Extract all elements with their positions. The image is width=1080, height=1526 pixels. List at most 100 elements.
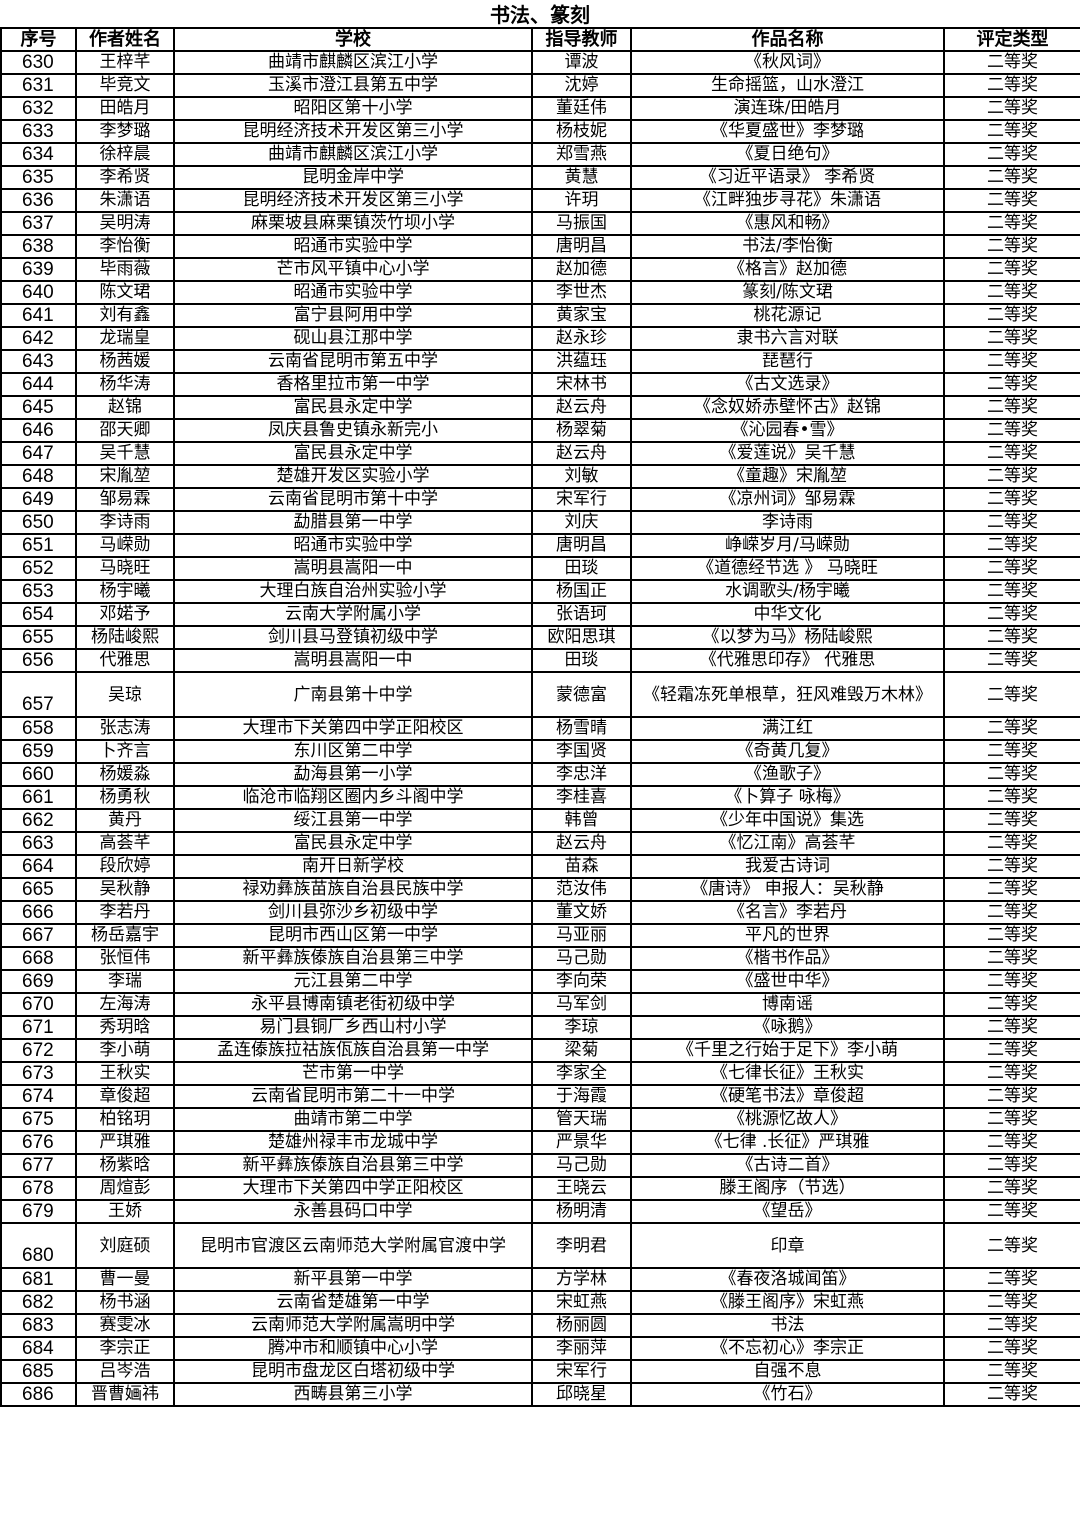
cell-school: 云南省昆明市第十中学 <box>173 487 533 512</box>
cell-award: 二等奖 <box>943 234 1080 259</box>
cell-work: 《望岳》 <box>630 1199 945 1224</box>
cell-author: 马晓旺 <box>75 556 175 581</box>
cell-author: 晋曹婳祎 <box>75 1382 175 1407</box>
cell-work: 隶书六言对联 <box>630 326 945 351</box>
table-row: 664 段欣婷 南开日新学校 苗森 我爱古诗词 二等奖 <box>0 854 1080 879</box>
cell-school: 元江县第二中学 <box>173 969 533 994</box>
table-row: 677 杨紫晗 新平彝族傣族自治县第三中学 马己勋 《古诗二首》 二等奖 <box>0 1153 1080 1178</box>
cell-teacher: 李国贤 <box>531 739 632 764</box>
table-row: 655 杨陆峻熙 剑川县马登镇初级中学 欧阳思琪 《以梦为马》杨陆峻熙 二等奖 <box>0 625 1080 650</box>
table-row: 680 刘庭硕 昆明市官渡区云南师范大学附属官渡中学 李明君 印章 二等奖 <box>0 1222 1080 1269</box>
cell-school: 广南县第十中学 <box>173 671 533 718</box>
cell-index: 665 <box>0 877 77 902</box>
cell-work: 《盛世中华》 <box>630 969 945 994</box>
cell-school: 勐海县第一小学 <box>173 762 533 787</box>
cell-author: 严琪雅 <box>75 1130 175 1155</box>
header-award: 评定类型 <box>943 27 1080 52</box>
cell-author: 吴明涛 <box>75 211 175 236</box>
cell-index: 686 <box>0 1382 77 1407</box>
cell-school: 嵩明县嵩阳一中 <box>173 648 533 673</box>
cell-school: 新平彝族傣族自治县第三中学 <box>173 946 533 971</box>
cell-author: 杨媛淼 <box>75 762 175 787</box>
cell-author: 王娇 <box>75 1199 175 1224</box>
cell-author: 邓婼予 <box>75 602 175 627</box>
cell-teacher: 李向荣 <box>531 969 632 994</box>
cell-work: 《秋风词》 <box>630 50 945 75</box>
cell-author: 王梓芊 <box>75 50 175 75</box>
cell-teacher: 宋军行 <box>531 1359 632 1384</box>
cell-award: 二等奖 <box>943 1359 1080 1384</box>
cell-school: 昆明市盘龙区白塔初级中学 <box>173 1359 533 1384</box>
table-row: 686 晋曹婳祎 西畴县第三小学 邱晓星 《竹石》 二等奖 <box>0 1382 1080 1407</box>
table-row: 666 李若丹 剑川县弥沙乡初级中学 董文娇 《名言》李若丹 二等奖 <box>0 900 1080 925</box>
cell-school: 勐腊县第一中学 <box>173 510 533 535</box>
cell-school: 永平县博南镇老街初级中学 <box>173 992 533 1017</box>
cell-author: 田皓月 <box>75 96 175 121</box>
cell-award: 二等奖 <box>943 1222 1080 1269</box>
cell-author: 陈文珺 <box>75 280 175 305</box>
cell-teacher: 李明君 <box>531 1222 632 1269</box>
cell-school: 云南师范大学附属嵩明中学 <box>173 1313 533 1338</box>
cell-teacher: 赵云舟 <box>531 395 632 420</box>
cell-work: 桃花源记 <box>630 303 945 328</box>
cell-teacher: 刘敏 <box>531 464 632 489</box>
cell-work: 水调歌头/杨宇曦 <box>630 579 945 604</box>
cell-teacher: 于海霞 <box>531 1084 632 1109</box>
award-table: 序号 作者姓名 学校 指导教师 作品名称 评定类型 630 王梓芊 曲靖市麒麟区滨江… <box>0 27 1080 1407</box>
cell-author: 李怡衡 <box>75 234 175 259</box>
table-row: 684 李宗正 腾冲市和顺镇中心小学 李丽萍 《不忘初心》李宗正 二等奖 <box>0 1336 1080 1361</box>
cell-author: 杨陆峻熙 <box>75 625 175 650</box>
cell-author: 杨茜媛 <box>75 349 175 374</box>
table-row: 665 吴秋静 禄劝彝族苗族自治县民族中学 范汝伟 《唐诗》 申报人：吴秋静 二等奖 <box>0 877 1080 902</box>
cell-index: 650 <box>0 510 77 535</box>
cell-school: 昭通市实验中学 <box>173 234 533 259</box>
cell-award: 二等奖 <box>943 96 1080 121</box>
cell-school: 昭阳区第十小学 <box>173 96 533 121</box>
cell-school: 昆明市官渡区云南师范大学附属官渡中学 <box>173 1222 533 1269</box>
cell-school: 云南大学附属小学 <box>173 602 533 627</box>
cell-index: 674 <box>0 1084 77 1109</box>
cell-school: 富宁县阿用中学 <box>173 303 533 328</box>
cell-author: 周煊彭 <box>75 1176 175 1201</box>
cell-work: 滕王阁序（节选） <box>630 1176 945 1201</box>
cell-award: 二等奖 <box>943 1084 1080 1109</box>
cell-school: 临沧市临翔区圈内乡斗阁中学 <box>173 785 533 810</box>
cell-teacher: 刘庆 <box>531 510 632 535</box>
table-row: 674 章俊超 云南省昆明市第二十一中学 于海霞 《硬笔书法》章俊超 二等奖 <box>0 1084 1080 1109</box>
cell-index: 651 <box>0 533 77 558</box>
cell-teacher: 赵云舟 <box>531 441 632 466</box>
cell-index: 644 <box>0 372 77 397</box>
cell-work: 印章 <box>630 1222 945 1269</box>
cell-work: 《道德经节选 》 马晓旺 <box>630 556 945 581</box>
cell-school: 芒市风平镇中心小学 <box>173 257 533 282</box>
cell-award: 二等奖 <box>943 1336 1080 1361</box>
cell-work: 《不忘初心》李宗正 <box>630 1336 945 1361</box>
cell-author: 张恒伟 <box>75 946 175 971</box>
cell-award: 二等奖 <box>943 648 1080 673</box>
cell-award: 二等奖 <box>943 533 1080 558</box>
cell-award: 二等奖 <box>943 762 1080 787</box>
cell-school: 东川区第二中学 <box>173 739 533 764</box>
cell-school: 嵩明县嵩阳一中 <box>173 556 533 581</box>
table-row: 654 邓婼予 云南大学附属小学 张语珂 中华文化 二等奖 <box>0 602 1080 627</box>
cell-index: 647 <box>0 441 77 466</box>
cell-award: 二等奖 <box>943 257 1080 282</box>
cell-award: 二等奖 <box>943 946 1080 971</box>
cell-author: 吴千慧 <box>75 441 175 466</box>
cell-award: 二等奖 <box>943 1290 1080 1315</box>
cell-award: 二等奖 <box>943 785 1080 810</box>
cell-work: 《忆江南》高荟芊 <box>630 831 945 856</box>
table-row: 682 杨书涵 云南省楚雄第一中学 宋虹燕 《滕王阁序》宋虹燕 二等奖 <box>0 1290 1080 1315</box>
cell-index: 681 <box>0 1267 77 1292</box>
cell-award: 二等奖 <box>943 1313 1080 1338</box>
cell-index: 632 <box>0 96 77 121</box>
cell-teacher: 范汝伟 <box>531 877 632 902</box>
cell-work: 李诗雨 <box>630 510 945 535</box>
cell-teacher: 管天瑞 <box>531 1107 632 1132</box>
table-row: 631 毕竞文 玉溪市澄江县第五中学 沈婷 生命摇篮，山水澄江 二等奖 <box>0 73 1080 98</box>
cell-teacher: 黄家宝 <box>531 303 632 328</box>
table-row: 679 王娇 永善县码口中学 杨明清 《望岳》 二等奖 <box>0 1199 1080 1224</box>
cell-work: 《格言》赵加德 <box>630 257 945 282</box>
table-row: 630 王梓芊 曲靖市麒麟区滨江小学 谭波 《秋风词》 二等奖 <box>0 50 1080 75</box>
cell-school: 禄劝彝族苗族自治县民族中学 <box>173 877 533 902</box>
